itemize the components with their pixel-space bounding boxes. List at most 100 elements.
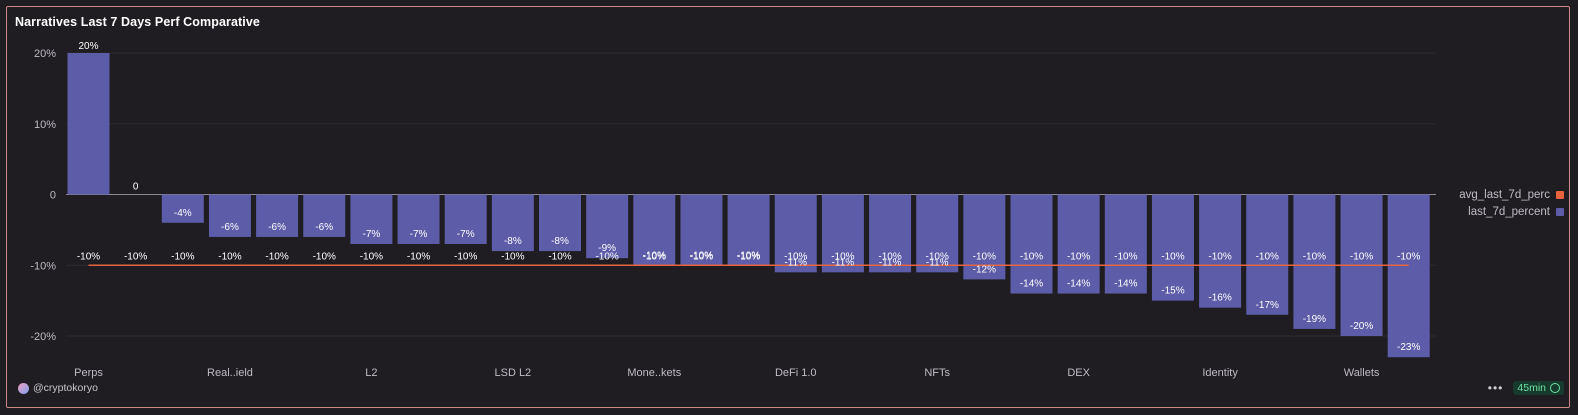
avg-data-label: -10% xyxy=(643,251,666,262)
x-tick-label: NFTs xyxy=(924,367,950,379)
bar[interactable] xyxy=(1199,194,1242,308)
avg-data-label: -10% xyxy=(171,251,194,262)
avg-data-label: -10% xyxy=(831,251,854,262)
bar[interactable] xyxy=(161,194,204,223)
bar-data-label: -14% xyxy=(1114,279,1137,290)
x-tick-label: DEX xyxy=(1067,367,1090,379)
avg-data-label: -10% xyxy=(360,251,383,262)
avg-data-label: -10% xyxy=(1067,251,1090,262)
chart-title: Narratives Last 7 Days Perf Comparative xyxy=(15,15,260,29)
avg-data-label: -10% xyxy=(454,251,477,262)
bar-data-label: -6% xyxy=(221,222,239,233)
avg-data-label: -10% xyxy=(313,251,336,262)
legend-item-last7d[interactable]: last_7d_percent xyxy=(1459,203,1564,220)
bar-data-label: -12% xyxy=(973,264,996,275)
bar[interactable] xyxy=(303,194,346,237)
bar-data-label: -10% xyxy=(643,250,666,261)
bar-data-label: -8% xyxy=(504,236,522,247)
more-options-icon[interactable]: ••• xyxy=(1487,381,1504,395)
avg-data-label: -10% xyxy=(878,251,901,262)
avg-data-label: -10% xyxy=(1208,251,1231,262)
bar[interactable] xyxy=(727,194,770,266)
avg-data-label: -10% xyxy=(124,251,147,262)
bar-data-label: -4% xyxy=(174,208,192,219)
x-tick-label: Wallets xyxy=(1344,367,1380,379)
bar-data-label: 0 xyxy=(133,182,139,193)
avg-data-label: -10% xyxy=(548,251,571,262)
bar-data-label: -14% xyxy=(1067,279,1090,290)
avg-data-label: -10% xyxy=(1114,251,1137,262)
bar-data-label: -6% xyxy=(315,222,333,233)
bar[interactable] xyxy=(208,194,251,237)
avg-data-label: -10% xyxy=(501,251,524,262)
x-tick-label: Identity xyxy=(1202,367,1238,379)
bar[interactable] xyxy=(869,194,912,273)
bar[interactable] xyxy=(1104,194,1147,294)
avg-data-label: -10% xyxy=(973,251,996,262)
bar-data-label: -14% xyxy=(1020,279,1043,290)
bar[interactable] xyxy=(491,194,534,252)
bar-data-label: -17% xyxy=(1256,300,1279,311)
bar[interactable] xyxy=(821,194,864,273)
x-tick-label: DeFi 1.0 xyxy=(775,367,817,379)
bar-data-label: -11% xyxy=(784,257,807,268)
bar-data-label: -7% xyxy=(363,229,381,240)
legend-swatch-avg xyxy=(1556,190,1564,199)
legend-swatch-last7d xyxy=(1556,207,1564,216)
x-tick-label: Perps xyxy=(74,367,103,379)
bar[interactable] xyxy=(916,194,959,273)
bar[interactable] xyxy=(397,194,440,245)
bar[interactable] xyxy=(586,194,629,259)
avg-data-label: -10% xyxy=(784,251,807,262)
footer-controls: ••• 45min xyxy=(1488,381,1564,395)
avg-data-label: -10% xyxy=(595,251,618,262)
x-tick-label: Real..ield xyxy=(207,367,253,379)
bar[interactable] xyxy=(67,53,110,195)
refresh-interval: 45min xyxy=(1517,382,1546,394)
bar[interactable] xyxy=(633,194,676,266)
bar[interactable] xyxy=(444,194,487,245)
x-tick-label: Mone..kets xyxy=(627,367,681,379)
bar-data-label: -11% xyxy=(879,257,902,268)
refresh-badge[interactable]: 45min xyxy=(1513,381,1564,395)
author-handle: @cryptokoryo xyxy=(33,382,98,394)
bar[interactable] xyxy=(539,194,581,252)
bar[interactable] xyxy=(1151,194,1194,301)
bar-data-label: -8% xyxy=(551,236,569,247)
avg-data-label: -10% xyxy=(1303,251,1326,262)
bar-data-label: -10% xyxy=(737,250,760,261)
avg-data-label: -10% xyxy=(218,251,241,262)
bar[interactable] xyxy=(1387,194,1430,358)
bar[interactable] xyxy=(256,194,299,237)
bar[interactable] xyxy=(1010,194,1053,294)
bar-data-label: -19% xyxy=(1303,314,1326,325)
bar-data-label: -23% xyxy=(1397,342,1420,353)
avg-data-label: -10% xyxy=(265,251,288,262)
bar[interactable] xyxy=(1057,194,1100,294)
bar-data-label: -10% xyxy=(690,250,713,261)
bar-data-label: -11% xyxy=(832,257,855,268)
bar-data-label: -11% xyxy=(926,257,949,268)
legend-item-avg[interactable]: avg_last_7d_perc xyxy=(1459,186,1564,203)
avg-data-label: -10% xyxy=(77,251,100,262)
avatar xyxy=(18,382,29,394)
bar-data-label: -6% xyxy=(268,222,286,233)
bar-data-label: -15% xyxy=(1161,286,1184,297)
avg-data-label: -10% xyxy=(1397,251,1420,262)
bar-data-label: -20% xyxy=(1350,321,1373,332)
bar[interactable] xyxy=(350,194,393,245)
bar[interactable] xyxy=(1246,194,1289,315)
bar-data-label: -9% xyxy=(598,243,616,254)
bar[interactable] xyxy=(680,194,723,266)
avg-data-label: -10% xyxy=(926,251,949,262)
bar-data-label: -7% xyxy=(457,229,475,240)
legend: avg_last_7d_perc last_7d_percent xyxy=(1459,186,1564,220)
avg-data-label: -10% xyxy=(1161,251,1184,262)
bar[interactable] xyxy=(1293,194,1336,329)
y-tick-label: 10% xyxy=(34,119,56,131)
clock-icon xyxy=(1550,383,1560,393)
bar[interactable] xyxy=(774,194,817,273)
author-credit[interactable]: @cryptokoryo xyxy=(18,382,98,394)
avg-data-label: -10% xyxy=(1256,251,1279,262)
